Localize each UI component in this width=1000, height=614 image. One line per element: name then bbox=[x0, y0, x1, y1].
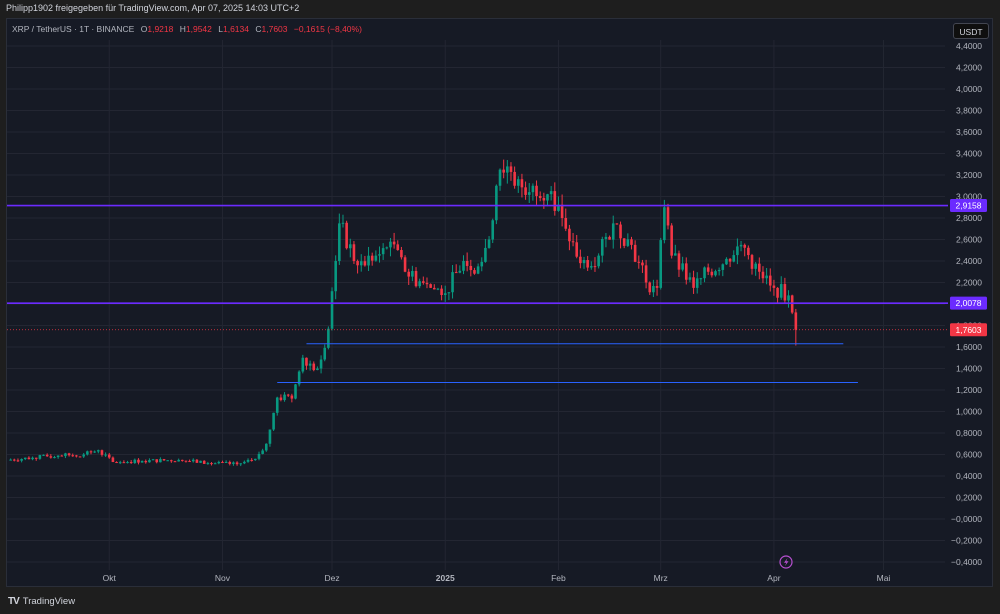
currency-button[interactable]: USDT bbox=[953, 23, 989, 39]
symbol-title[interactable]: XRP / TetherUS · 1T · BINANCE bbox=[12, 24, 135, 34]
x-tick-label: Apr bbox=[767, 573, 780, 583]
x-tick-label: Mai bbox=[877, 573, 891, 583]
price-label-badge bbox=[950, 199, 987, 213]
y-tick-label: 4,0000 bbox=[956, 84, 982, 94]
high-value: 1,9542 bbox=[185, 24, 212, 34]
y-tick-label: −0,4000 bbox=[951, 557, 982, 567]
y-tick-label: 1,4000 bbox=[956, 364, 982, 374]
y-tick-label: 2,6000 bbox=[956, 235, 982, 245]
y-tick-label: 2,2000 bbox=[956, 278, 982, 288]
y-tick-label: 1,2000 bbox=[956, 385, 982, 395]
close-value: 1,7603 bbox=[261, 24, 288, 34]
tradingview-logo-text: TradingView bbox=[22, 596, 76, 607]
price-label-badge bbox=[950, 296, 987, 310]
y-tick-label: 1,6000 bbox=[956, 342, 982, 352]
x-tick-label: Nov bbox=[215, 573, 231, 583]
price-label-badge bbox=[950, 323, 987, 337]
x-tick-label: Okt bbox=[103, 573, 117, 583]
x-tick-label: Dez bbox=[324, 573, 339, 583]
change-value: −0,1615 (−8,40%) bbox=[293, 24, 362, 34]
x-tick-label: Feb bbox=[551, 573, 566, 583]
y-tick-label: 0,6000 bbox=[956, 450, 982, 460]
footer-branding: TV TradingView bbox=[8, 596, 75, 607]
x-tick-label: Mrz bbox=[654, 573, 668, 583]
y-tick-label: 0,8000 bbox=[956, 428, 982, 438]
price-label-text: 1,7603 bbox=[956, 325, 982, 335]
share-header: Philipp1902 freigegeben für TradingView.… bbox=[0, 0, 1000, 16]
y-tick-label: 3,4000 bbox=[956, 149, 982, 159]
y-tick-label: 3,8000 bbox=[956, 106, 982, 116]
y-tick-label: −0,2000 bbox=[951, 536, 982, 546]
symbol-legend: XRP / TetherUS · 1T · BINANCE O1,9218 H1… bbox=[12, 24, 362, 34]
y-tick-label: 1,0000 bbox=[956, 407, 982, 417]
y-tick-label: 3,2000 bbox=[956, 170, 982, 180]
y-tick-label: 0,4000 bbox=[956, 471, 982, 481]
y-tick-label: 0,2000 bbox=[956, 493, 982, 503]
y-tick-label: 2,8000 bbox=[956, 213, 982, 223]
lightning-alert-icon[interactable] bbox=[779, 555, 793, 569]
y-tick-label: 3,0000 bbox=[956, 192, 982, 202]
y-tick-label: 4,4000 bbox=[956, 41, 982, 51]
open-value: 1,9218 bbox=[147, 24, 174, 34]
tradingview-logo-icon: TV bbox=[8, 596, 20, 607]
y-tick-label: 2,4000 bbox=[956, 256, 982, 266]
candles bbox=[9, 159, 798, 467]
y-tick-label: −0,0000 bbox=[951, 514, 982, 524]
y-tick-label: 4,2000 bbox=[956, 63, 982, 73]
low-value: 1,6134 bbox=[222, 24, 249, 34]
y-tick-label: 3,6000 bbox=[956, 127, 982, 137]
price-label-text: 2,0078 bbox=[956, 298, 982, 308]
price-label-text: 2,9158 bbox=[956, 201, 982, 211]
x-tick-label: 2025 bbox=[436, 573, 455, 583]
